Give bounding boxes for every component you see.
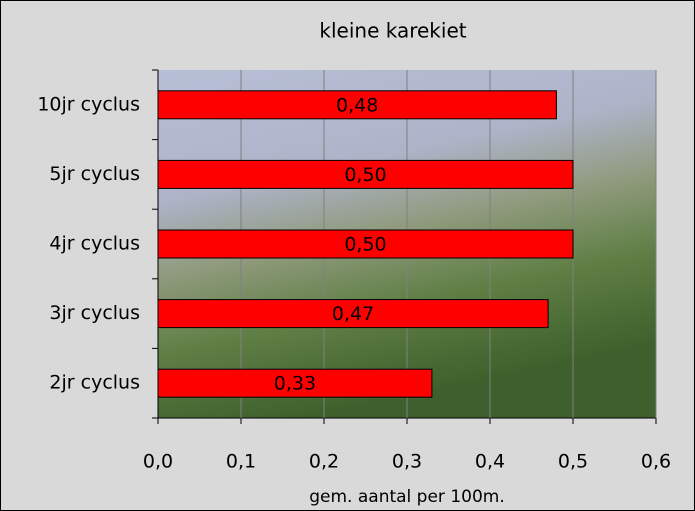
- value-label: 0,33: [274, 373, 316, 395]
- y-tick-label: 4jr cyclus: [49, 233, 140, 255]
- value-label: 0,50: [344, 164, 386, 186]
- value-label: 0,47: [332, 303, 374, 325]
- y-tick-label: 10jr cyclus: [37, 93, 140, 115]
- y-tick-label: 5jr cyclus: [49, 163, 140, 185]
- y-tick-label: 2jr cyclus: [49, 372, 140, 394]
- x-tick-label: 0,5: [558, 451, 588, 473]
- bar: [157, 229, 574, 259]
- bar: [157, 299, 549, 329]
- x-tick-label: 0,1: [226, 451, 256, 473]
- chart-title: kleine karekiet: [319, 19, 466, 43]
- x-tick-label: 0,3: [392, 451, 422, 473]
- x-tick-label: 0,2: [309, 451, 339, 473]
- y-tick-label: 3jr cyclus: [49, 302, 140, 324]
- bar: [157, 90, 557, 120]
- x-tick-label: 0,6: [641, 451, 671, 473]
- x-axis-label: gem. aantal per 100m.: [309, 487, 505, 507]
- value-label: 0,50: [344, 234, 386, 256]
- bar: [157, 159, 574, 189]
- x-tick-label: 0,0: [143, 451, 173, 473]
- value-label: 0,48: [336, 94, 378, 116]
- x-tick-label: 0,4: [475, 451, 505, 473]
- bar: [157, 368, 433, 398]
